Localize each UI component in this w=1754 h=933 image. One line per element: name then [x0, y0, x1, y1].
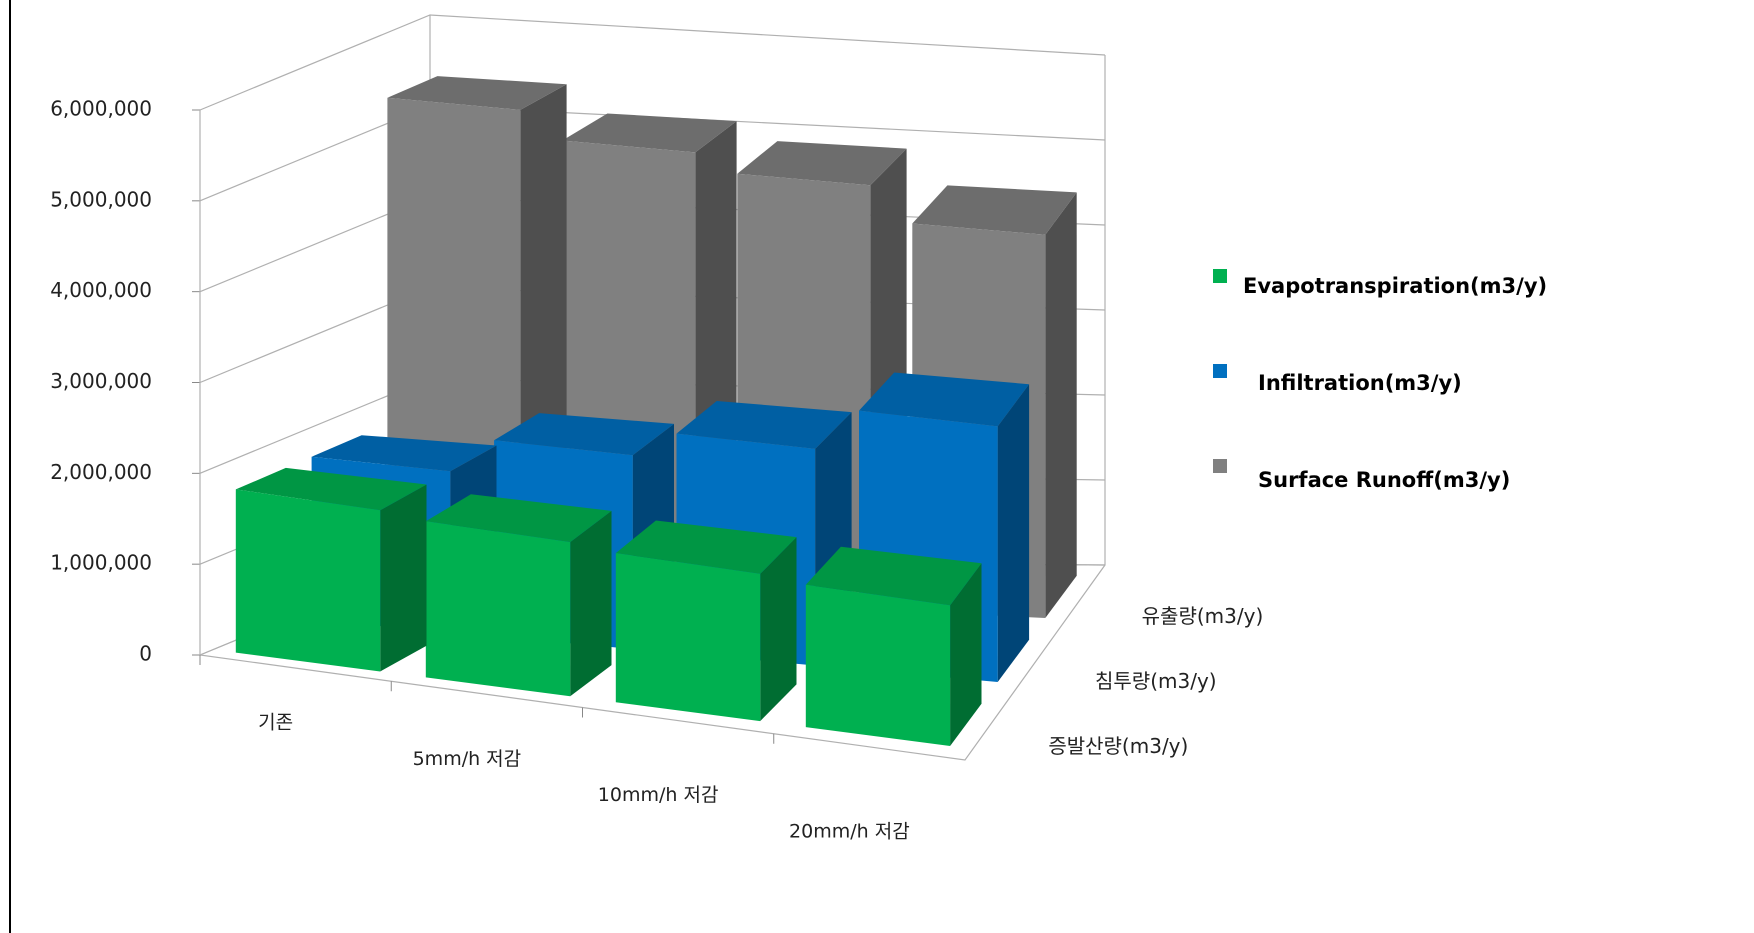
x-tick-label: 기존	[258, 712, 293, 734]
depth-label: 유출량(m3/y)	[1142, 604, 1264, 628]
bar-top	[311, 435, 497, 472]
y-tick-label: 2,000,000	[50, 460, 152, 484]
bar-side	[760, 537, 797, 722]
bar	[425, 494, 612, 697]
legend-label: Evapotranspiration(m3/y)	[1243, 274, 1547, 298]
bar	[615, 520, 797, 722]
grid-line	[199, 14, 1106, 111]
axis-line	[199, 55, 1106, 761]
legend-label: Surface Runoff(m3/y)	[1258, 468, 1510, 492]
bar-top	[494, 413, 674, 456]
legend-label: Infiltration(m3/y)	[1258, 371, 1462, 395]
bar-side	[997, 384, 1030, 682]
x-tick-label: 10mm/h 저감	[598, 784, 719, 806]
bar-top	[615, 520, 797, 574]
y-tick-label: 5,000,000	[50, 187, 152, 211]
bar-side	[570, 510, 612, 697]
x-tick-label: 5mm/h 저감	[413, 748, 522, 770]
bar-top	[676, 401, 852, 449]
bar-front	[805, 584, 951, 746]
depth-label: 증발산량(m3/y)	[1048, 734, 1188, 758]
y-tick-label: 4,000,000	[50, 278, 152, 302]
legend-marker	[1213, 269, 1227, 283]
bar	[805, 546, 982, 746]
y-tick-label: 3,000,000	[50, 369, 152, 393]
bar-top	[859, 372, 1030, 427]
y-tick-label: 1,000,000	[50, 551, 152, 575]
legend-marker	[1213, 459, 1227, 473]
bar-side	[380, 484, 427, 672]
bar-top	[562, 113, 737, 153]
bar	[235, 467, 427, 672]
bar-front	[235, 489, 381, 672]
bar-top	[912, 185, 1077, 235]
bar-top	[387, 76, 567, 110]
bar-top	[235, 467, 427, 511]
bar-front	[615, 553, 761, 722]
legend-marker	[1213, 364, 1227, 378]
bar-top	[737, 141, 907, 186]
bar-top	[425, 494, 612, 543]
bar-top	[805, 546, 982, 606]
x-tick-label: 20mm/h 저감	[789, 820, 910, 842]
bar-side	[950, 563, 982, 746]
bar-side	[1045, 192, 1077, 618]
y-tick-label: 6,000,000	[50, 97, 152, 121]
depth-label: 침투량(m3/y)	[1095, 669, 1217, 693]
y-tick-label: 0	[139, 642, 152, 666]
bar-front	[425, 521, 571, 697]
